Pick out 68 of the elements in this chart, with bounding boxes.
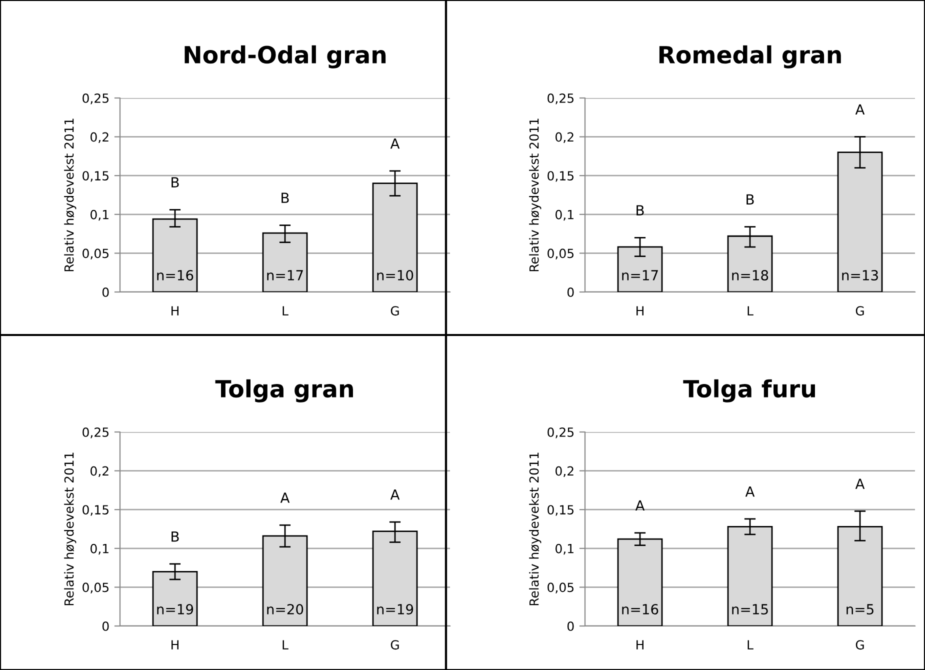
y-tick-label: 0,05 — [82, 248, 108, 260]
annotation: n=17 — [267, 270, 303, 280]
y-tick-label: 0,05 — [548, 248, 574, 260]
annotation: B — [746, 194, 754, 204]
chart-title: Tolga gran — [215, 379, 353, 402]
x-tick-label: G — [856, 306, 864, 316]
y-tick-label: 0 — [102, 287, 109, 297]
y-tick-label: 0,15 — [82, 505, 108, 516]
x-tick-label: H — [636, 640, 644, 650]
chart-title: Nord-Odal gran — [184, 45, 386, 68]
annotation: A — [745, 486, 755, 497]
y-tick-label: 0,15 — [548, 171, 574, 182]
y-axis-title: Relativ høydevekst 2011 — [529, 118, 542, 272]
y-tick-label: 0,1 — [90, 544, 108, 555]
y-axis-title: Relativ høydevekst 2011 — [529, 452, 542, 606]
y-tick-label: 0,1 — [556, 544, 574, 555]
annotation: n=13 — [842, 270, 878, 281]
x-tick-label: L — [748, 306, 754, 316]
y-tick-label: 0,05 — [82, 582, 108, 594]
annotation: B — [172, 177, 179, 188]
y-tick-label: 0,2 — [556, 132, 574, 143]
x-tick-label: L — [282, 306, 288, 316]
y-tick-label: 0,25 — [548, 427, 574, 438]
annotation: A — [280, 492, 290, 503]
y-tick-label: 0,1 — [556, 210, 574, 221]
y-tick-label: 0 — [102, 621, 109, 631]
y-tick-label: 0,05 — [548, 582, 574, 594]
y-tick-label: 0 — [567, 287, 574, 297]
annotation: n=18 — [732, 270, 768, 281]
annotation: n=16 — [622, 604, 658, 615]
x-tick-label: H — [172, 306, 178, 316]
y-tick-label: 0,15 — [82, 171, 108, 182]
y-tick-label: 0,1 — [90, 210, 108, 221]
x-tick-label: G — [390, 640, 399, 650]
x-tick-label: L — [282, 640, 288, 650]
y-tick-label: 0,2 — [90, 466, 108, 477]
y-tick-label: 0,2 — [556, 466, 574, 477]
y-tick-label: 0,2 — [90, 132, 108, 143]
annotation: A — [635, 500, 645, 511]
x-tick-label: G — [390, 306, 399, 316]
annotation: n=19 — [157, 604, 194, 615]
annotation: n=5 — [846, 604, 874, 615]
annotation: n=19 — [377, 604, 414, 615]
y-axis-title: Relativ høydevekst 2011 — [64, 118, 76, 272]
annotation: n=15 — [732, 604, 768, 615]
y-tick-label: 0,25 — [82, 427, 108, 438]
chart-title: Tolga furu — [683, 379, 815, 402]
annotation: B — [172, 531, 179, 542]
x-tick-label: G — [856, 640, 864, 650]
y-tick-label: 0 — [567, 621, 574, 631]
x-tick-label: H — [172, 640, 178, 650]
annotation: A — [855, 478, 865, 489]
y-tick-label: 0,15 — [548, 505, 574, 516]
chart-title: Romedal gran — [659, 45, 841, 68]
annotation: n=10 — [377, 270, 414, 281]
annotation: n=20 — [267, 604, 304, 615]
annotation: n=16 — [157, 270, 194, 281]
y-tick-label: 0,25 — [82, 93, 108, 104]
annotation: A — [390, 490, 400, 500]
y-axis-title: Relativ høydevekst 2011 — [64, 452, 76, 606]
annotation: A — [390, 138, 400, 149]
y-tick-label: 0,25 — [548, 93, 574, 104]
annotation: B — [282, 192, 289, 203]
annotation: n=17 — [622, 270, 658, 280]
x-tick-label: L — [748, 640, 754, 650]
x-tick-label: H — [636, 306, 644, 316]
annotation: A — [855, 104, 865, 114]
annotation: B — [636, 205, 644, 216]
